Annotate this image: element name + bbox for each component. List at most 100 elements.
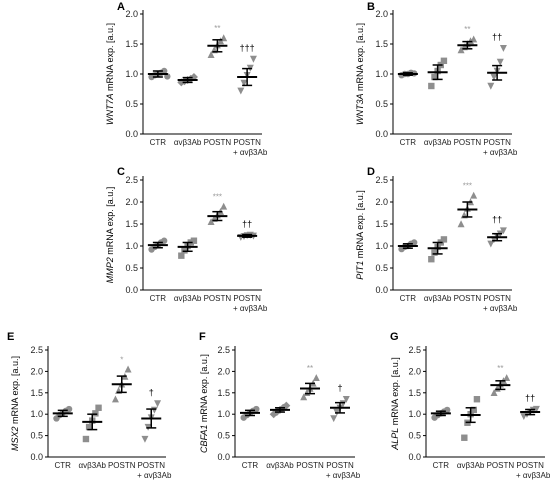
panel-a-point	[237, 87, 245, 95]
panel-b-point	[487, 82, 495, 90]
panel-g-ytick-label: 1.5	[408, 388, 421, 398]
panel-d-category-label: CTR	[400, 294, 417, 303]
panel-f-ytick-label: 0.0	[217, 452, 230, 462]
panel-f: F 0.0 0.5 1.0 1.5 2.0 2.5 CBFA1 mRNA exp. [a.u.…	[199, 331, 361, 480]
panel-a-category-label: POSTN	[204, 138, 232, 147]
panel-d-group-3: †† POSTN+ αvβ3Ab	[483, 215, 518, 313]
panel-e-dagger: †	[149, 388, 154, 398]
panel-e-point	[95, 404, 102, 411]
panel-g-group-2: ** POSTN	[487, 364, 515, 470]
panel-b-point	[431, 73, 438, 81]
panel-e-point	[111, 395, 119, 403]
panel-f-category-sublabel: + αvβ3Ab	[326, 471, 361, 480]
panel-b-group-3: †† POSTN+ αvβ3Ab	[483, 32, 518, 157]
panel-f-ytick-label: 2.5	[217, 345, 230, 355]
panel-g-point	[503, 374, 511, 382]
panel-a-ytick-label: 0.5	[125, 99, 138, 109]
panel-f-point	[312, 374, 320, 382]
panel-a-point	[207, 51, 215, 58]
panel-g-category-label: CTR	[433, 461, 450, 470]
panel-g-point	[490, 389, 498, 396]
panel-e-point	[65, 405, 73, 413]
panel-d-dagger: ††	[492, 215, 502, 225]
panel-d-ytick-label: 2.5	[375, 175, 388, 185]
panel-b-y-label: WNT3A mRNA exp. [a.u.]	[355, 23, 365, 125]
panel-a-gene-name: WNT7A	[105, 94, 115, 126]
panel-a-point	[240, 79, 248, 87]
panel-d-point	[470, 191, 478, 199]
panel-e-group-0: CTR	[52, 405, 73, 470]
panel-b-significance: **	[464, 25, 470, 34]
panel-d-ytick-label: 1.0	[375, 241, 388, 251]
panel-f-group-2: ** POSTN	[296, 364, 324, 470]
panel-b-category-sublabel: + αvβ3Ab	[483, 148, 518, 157]
panel-b-point	[467, 37, 475, 45]
panel-g: G 0.0 0.5 1.0 1.5 2.0 2.5 ALPL mRNA exp. [a.u.]…	[390, 331, 550, 480]
panel-c-group-0: CTR	[147, 237, 168, 303]
panel-a-group-3: ††† POSTN+ αvβ3Ab	[233, 43, 268, 157]
panel-f-point	[253, 405, 260, 413]
panel-c-label: C	[117, 166, 125, 178]
panel-d-ytick-label: 0.5	[375, 263, 388, 273]
panel-g-category-label: POSTN	[487, 461, 515, 470]
panel-d-point	[487, 240, 495, 248]
panel-e: E 0.0 0.5 1.0 1.5 2.0 2.5 MSX2 mRNA exp. [a.u.]…	[7, 331, 172, 480]
panel-g-point	[532, 405, 540, 413]
panel-e-category-label: αvβ3Ab	[79, 461, 107, 470]
panel-e-ytick-label: 1.5	[30, 388, 43, 398]
panel-c-y-label: MMP2 mRNA exp. [a.u.]	[105, 187, 115, 284]
panel-a-ytick-label: 2.0	[125, 9, 138, 19]
panel-c-group-3: †† POSTN+ αvβ3Ab	[233, 219, 268, 313]
panel-b-ytick-label: 1.0	[375, 69, 388, 79]
panel-e-point	[141, 435, 149, 443]
panel-g-ytick-label: 1.0	[408, 409, 421, 419]
panel-g-group-0: CTR	[430, 406, 451, 470]
panel-c-category-sublabel: + αvβ3Ab	[233, 304, 268, 313]
panel-f-group-3: † POSTN+ αvβ3Ab	[326, 383, 361, 480]
panel-c-category-label: POSTN	[204, 294, 232, 303]
panel-d-significance: ***	[463, 181, 472, 190]
panel-g-dagger: ††	[525, 393, 535, 403]
panel-e-ytick-label: 0.0	[30, 452, 43, 462]
panel-b-point	[440, 57, 448, 64]
panel-g-ytick-label: 2.0	[408, 366, 421, 376]
panel-a-category-label: CTR	[150, 138, 167, 147]
panel-b-label: B	[367, 1, 375, 13]
panel-c-point	[190, 237, 198, 244]
panel-c-category-label: CTR	[150, 294, 167, 303]
panel-a-label: A	[117, 1, 125, 13]
panel-g-ytick-label: 0.0	[408, 452, 421, 462]
panel-a-category-label: POSTN	[233, 138, 261, 147]
panel-a-category-label: αvβ3Ab	[174, 138, 202, 147]
panel-e-point	[82, 435, 90, 443]
panel-d-point	[428, 256, 435, 263]
panel-d: D 0.0 0.5 1.0 1.5 2.0 2.5 PIT1 mRNA exp. [a.u.]…	[355, 166, 518, 313]
panel-b-y-unit: mRNA exp. [a.u.]	[355, 23, 365, 94]
panel-a-ytick-label: 1.0	[125, 69, 138, 79]
panel-a-significance: **	[214, 24, 220, 33]
panel-g-category-label: POSTN	[516, 461, 544, 470]
panel-b-group-1: αvβ3Ab	[424, 57, 452, 147]
panel-a-ytick-label: 0.0	[125, 129, 138, 139]
panel-d-point	[431, 249, 438, 256]
panel-f-point	[342, 396, 350, 403]
panel-c-category-label: αvβ3Ab	[174, 294, 202, 303]
panel-b-dagger: ††	[492, 32, 502, 42]
panel-a-point	[249, 55, 257, 63]
panel-c-ytick-label: 1.5	[125, 219, 138, 229]
panel-b-ytick-label: 1.5	[375, 39, 388, 49]
panel-a-point	[160, 67, 168, 75]
panel-b-point	[470, 35, 478, 43]
panel-a-group-0: CTR	[147, 67, 171, 147]
panel-e-point	[92, 410, 99, 417]
panel-f-ytick-label: 2.0	[217, 366, 230, 376]
panel-e-category-label: POSTN	[137, 461, 165, 470]
panel-a-group-1: αvβ3Ab	[174, 73, 202, 147]
panel-c-group-2: *** POSTN	[204, 192, 232, 303]
panel-g-category-sublabel: + αvβ3Ab	[516, 471, 550, 480]
panel-c: C 0.0 0.5 1.0 1.5 2.0 2.5 MMP2 mRNA exp. [a.u.]…	[105, 166, 268, 313]
panel-a-ytick-label: 1.5	[125, 39, 138, 49]
panel-b-category-label: POSTN	[483, 138, 511, 147]
panel-f-point	[300, 393, 308, 401]
